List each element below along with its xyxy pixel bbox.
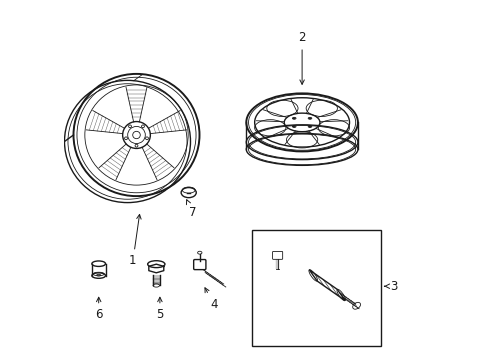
Bar xyxy=(251,230,381,346)
Text: 2: 2 xyxy=(298,31,305,84)
Text: 1: 1 xyxy=(129,215,141,267)
Text: 7: 7 xyxy=(186,200,196,219)
Text: 4: 4 xyxy=(204,288,217,311)
Text: 5: 5 xyxy=(156,297,163,321)
Text: 3: 3 xyxy=(384,280,397,293)
Text: 6: 6 xyxy=(95,297,102,321)
